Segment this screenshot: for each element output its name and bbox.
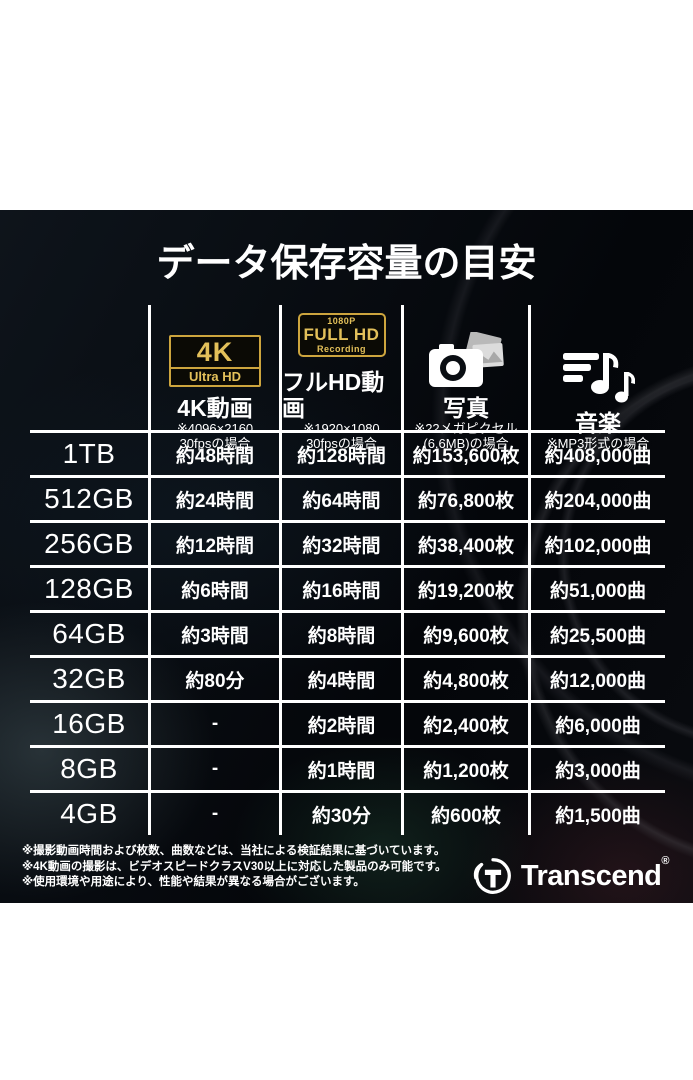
value-cell: 約3,000曲 [528,745,665,790]
capacity-cell: 64GB [30,610,148,655]
value-cell: 約48時間 [148,430,279,475]
table-row: 256GB 約12時間 約32時間 約38,400枚 約102,000曲 [30,520,665,565]
table-row: 1TB 約48時間 約128時間 約153,600枚 約408,000曲 [30,430,665,475]
value-cell: 約1,200枚 [401,745,528,790]
page-title: データ保存容量の目安 [156,243,537,285]
value-cell: - [148,700,279,745]
value-cell: 約19,200枚 [401,565,528,610]
lens-photo-panel: データ保存容量の目安 4K Ultra HD 4K動画 ※4096×2160 [0,210,693,903]
value-cell: 約25,500曲 [528,610,665,655]
camera-photos-icon [429,332,504,387]
value-cell: 約9,600枚 [401,610,528,655]
capacity-cell: 16GB [30,700,148,745]
capacity-cell: 512GB [30,475,148,520]
value-cell: 約2,400枚 [401,700,528,745]
capacity-cell: 128GB [30,565,148,610]
transcend-logo: Transcend® [472,855,669,897]
value-cell: - [148,790,279,835]
table-header-row: 4K Ultra HD 4K動画 ※4096×2160 30fpsの場合 108… [30,305,665,457]
full-hd-badge-icon: 1080P FULL HD Recording [297,313,386,357]
table-row: 16GB - 約2時間 約2,400枚 約6,000曲 [30,700,665,745]
value-cell: 約3時間 [148,610,279,655]
registered-mark: ® [661,854,669,867]
value-cell: 約102,000曲 [528,520,665,565]
value-cell: 約80分 [148,655,279,700]
value-cell: 約6,000曲 [528,700,665,745]
value-cell: 約8時間 [279,610,401,655]
table-body: 1TB 約48時間 約128時間 約153,600枚 約408,000曲 512… [30,430,665,835]
column-subtext: ※MP3形式の場合 [546,436,650,451]
table-row: 64GB 約3時間 約8時間 約9,600枚 約25,500曲 [30,610,665,655]
value-cell: 約128時間 [279,430,401,475]
value-cell: 約600枚 [401,790,528,835]
column-label: 写真 [443,395,489,421]
value-cell: 約2時間 [279,700,401,745]
value-cell: 約32時間 [279,520,401,565]
bottom-white-band [0,903,693,1080]
footnote: ※使用環境や用途により、性能や結果が異なる場合がございます。 [22,876,365,888]
column-label: 4K動画 [177,395,253,421]
4k-ultra-hd-badge-icon: 4K Ultra HD [169,335,261,387]
column-label: フルHD動画 [282,369,385,421]
value-cell: - [148,745,279,790]
capacity-table: 4K Ultra HD 4K動画 ※4096×2160 30fpsの場合 108… [30,305,665,835]
column-header-photo: 写真 ※22メガピクセル (6.6MB)の場合 [401,305,528,457]
brand-name: Transcend® [520,854,670,892]
top-white-band [0,0,693,210]
table-row: 4GB - 約30分 約600枚 約1,500曲 [30,790,665,835]
table-row: 32GB 約80分 約4時間 約4,800枚 約12,000曲 [30,655,665,700]
footnote: ※撮影動画時間および枚数、曲数などは、当社による検証結果に基づいています。 [22,845,446,857]
capacity-cell: 32GB [30,655,148,700]
value-cell: 約64時間 [279,475,401,520]
footnote: ※4K動画の撮影は、ビデオスピードクラスV30以上に対応した製品のみ可能です。 [22,860,447,873]
capacity-cell: 1TB [30,430,148,475]
value-cell: 約38,400枚 [401,520,528,565]
value-cell: 約408,000曲 [528,430,665,475]
capacity-cell: 256GB [30,520,148,565]
value-cell: 約24時間 [148,475,279,520]
value-cell: 約1時間 [279,745,401,790]
music-notes-icon [563,353,635,403]
value-cell: 約30分 [279,790,401,835]
value-cell: 約16時間 [279,565,401,610]
value-cell: 約1,500曲 [528,790,665,835]
capacity-cell: 8GB [30,745,148,790]
table-row: 512GB 約24時間 約64時間 約76,800枚 約204,000曲 [30,475,665,520]
value-cell: 約204,000曲 [528,475,665,520]
value-cell: 約4時間 [279,655,401,700]
value-cell: 約76,800枚 [401,475,528,520]
value-cell: 約12時間 [148,520,279,565]
table-row: 8GB - 約1時間 約1,200枚 約3,000曲 [30,745,665,790]
value-cell: 約12,000曲 [528,655,665,700]
value-cell: 約4,800枚 [401,655,528,700]
value-cell: 約6時間 [148,565,279,610]
transcend-t-circle-icon [473,858,511,894]
capacity-cell: 4GB [30,790,148,835]
footnotes: ※撮影動画時間および枚数、曲数などは、当社による検証結果に基づいています。 ※4… [22,844,446,891]
value-cell: 約153,600枚 [401,430,528,475]
table-row: 128GB 約6時間 約16時間 約19,200枚 約51,000曲 [30,565,665,610]
value-cell: 約51,000曲 [528,565,665,610]
